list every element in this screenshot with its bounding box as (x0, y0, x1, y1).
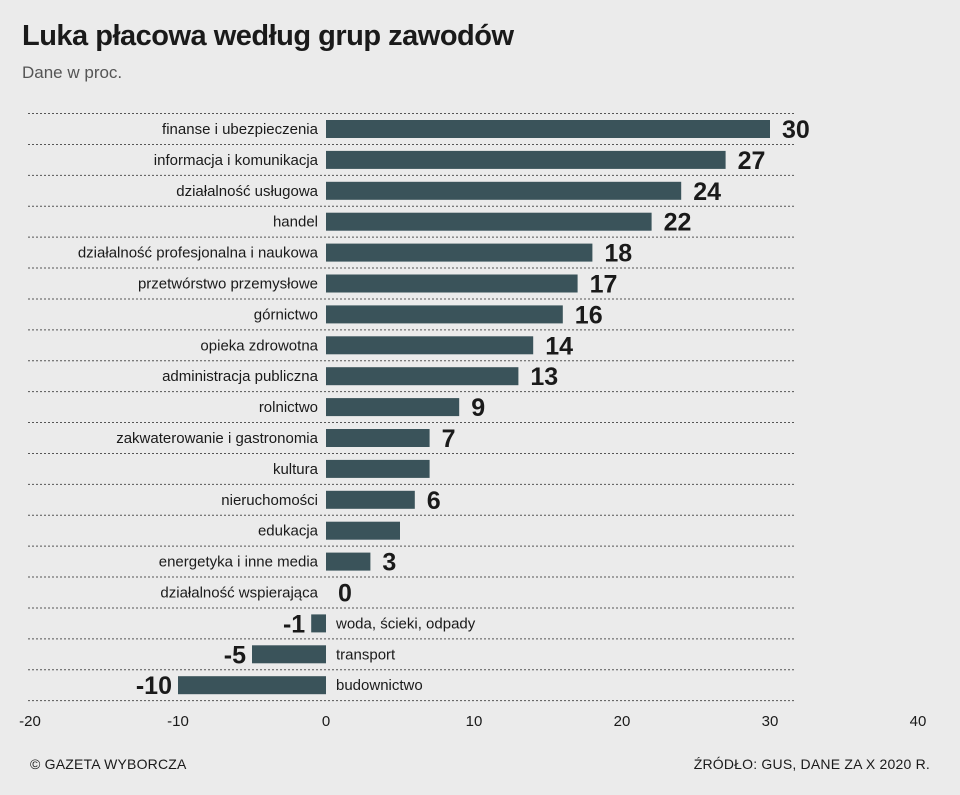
category-label: finanse i ubezpieczenia (162, 121, 319, 138)
bar (326, 274, 578, 293)
credit-text: © GAZETA WYBORCZA (30, 756, 187, 772)
category-label: górnictwo (254, 306, 318, 323)
bar (326, 367, 519, 386)
x-tick-label: 20 (614, 713, 631, 730)
value-label: 14 (545, 332, 573, 360)
value-label: 9 (471, 394, 485, 422)
bar (326, 181, 682, 200)
category-label: kultura (273, 461, 319, 478)
category-label: przetwórstwo przemysłowe (138, 276, 318, 293)
category-label: woda, ścieki, odpady (335, 615, 476, 632)
bar (326, 212, 652, 231)
x-tick-label: -10 (167, 713, 189, 730)
value-label: 7 (442, 425, 456, 453)
bar (326, 552, 371, 571)
category-label: opieka zdrowotna (200, 337, 318, 354)
x-tick-label: -20 (19, 713, 41, 730)
value-label: -5 (224, 641, 246, 669)
category-label: zakwaterowanie i gastronomia (116, 430, 318, 447)
bar (326, 490, 415, 509)
bar (326, 429, 430, 447)
value-label: 13 (530, 363, 558, 391)
value-label: 18 (604, 240, 632, 268)
bar (326, 336, 534, 355)
bar (326, 120, 770, 138)
category-label: działalność usługowa (176, 183, 318, 200)
x-tick-label: 30 (762, 713, 779, 730)
category-label: nieruchomości (221, 492, 318, 509)
value-label: 6 (427, 487, 441, 515)
source-text: ŹRÓDŁO: GUS, DANE ZA X 2020 R. (693, 756, 930, 772)
category-label: transport (336, 646, 396, 663)
category-label: handel (273, 214, 318, 231)
chart-subtitle: Dane w proc. (22, 63, 123, 82)
value-label: 30 (782, 116, 810, 144)
bar (326, 243, 593, 262)
category-label: budownictwo (336, 677, 423, 694)
category-label: energetyka i inne media (159, 554, 319, 571)
x-tick-label: 0 (322, 713, 330, 730)
category-label: rolnictwo (259, 399, 318, 416)
bar (326, 398, 460, 417)
category-label: działalność wspierająca (160, 585, 318, 602)
value-label: 22 (664, 209, 692, 237)
value-label: 24 (693, 178, 721, 206)
category-label: edukacja (258, 523, 319, 540)
bar (252, 645, 326, 664)
bar (326, 459, 430, 478)
value-label: -10 (136, 672, 172, 700)
chart-title: Luka płacowa według grup zawodów (22, 20, 514, 52)
value-label: 0 (338, 580, 352, 608)
category-label: działalność profesjonalna i naukowa (78, 245, 319, 262)
x-tick-label: 10 (466, 713, 483, 730)
value-label: 17 (590, 271, 618, 299)
value-label: 3 (382, 549, 396, 577)
bar (326, 521, 400, 540)
bar (326, 305, 563, 324)
category-label: informacja i komunikacja (154, 152, 319, 169)
bar (178, 676, 326, 695)
value-label: 16 (575, 301, 603, 329)
category-label: administracja publiczna (162, 368, 319, 385)
bar (311, 614, 326, 633)
value-label: 27 (738, 147, 766, 175)
bar (326, 150, 726, 169)
value-label: -1 (283, 610, 305, 638)
x-tick-label: 40 (910, 713, 927, 730)
